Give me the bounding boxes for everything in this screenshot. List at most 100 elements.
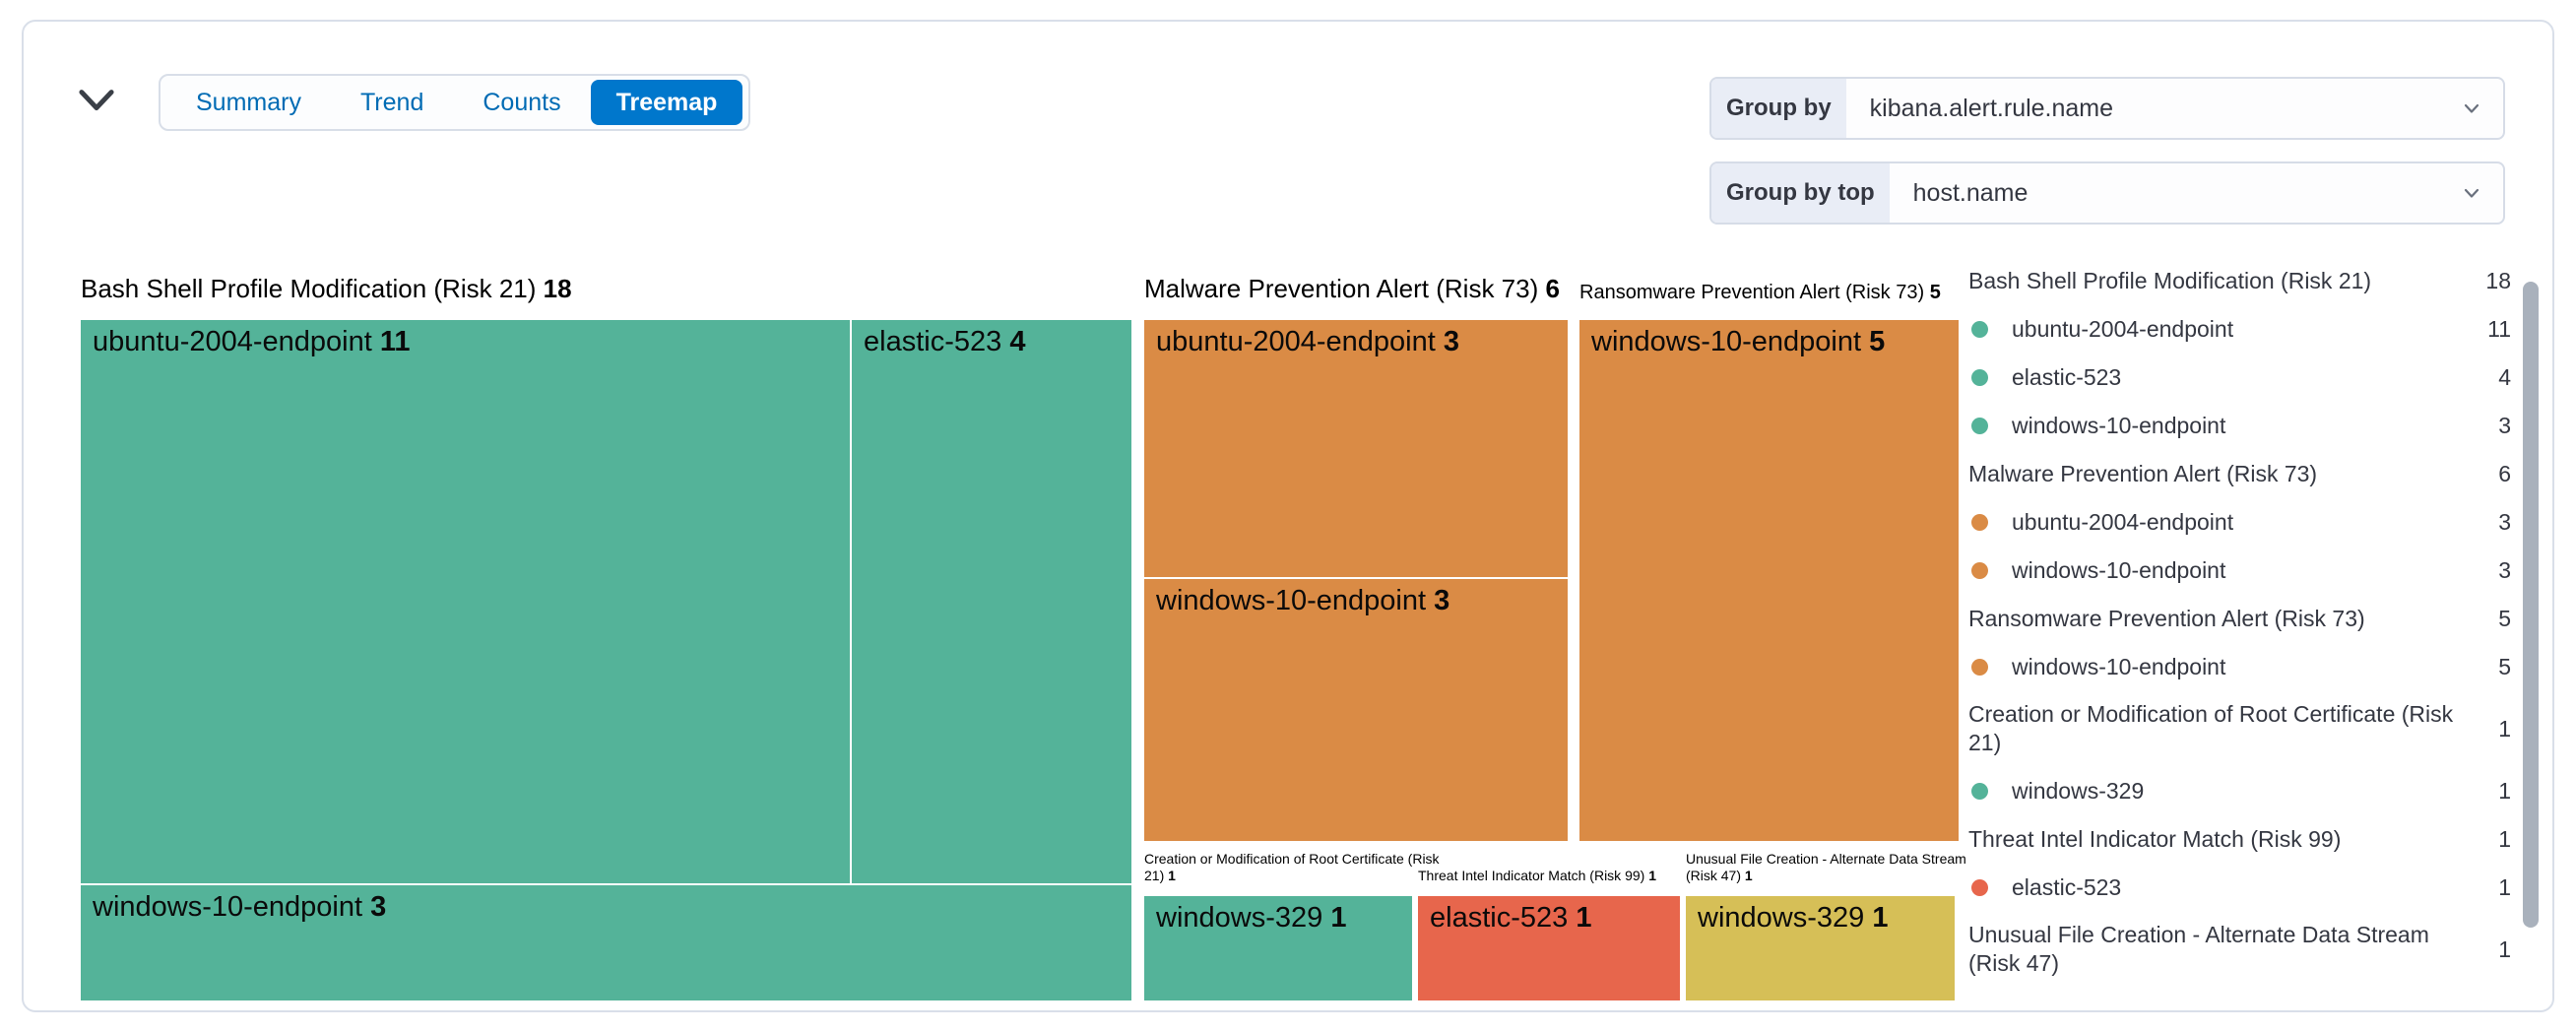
legend-item-row[interactable]: elastic-523 4 xyxy=(1968,362,2511,392)
group-header-label: Creation or Modification of Root Certifi… xyxy=(1144,851,1440,883)
group-header-count: 1 xyxy=(1648,868,1656,883)
group-header-label: Unusual File Creation - Alternate Data S… xyxy=(1686,851,1966,883)
legend-color-dot xyxy=(1971,368,1988,386)
cell-count: 1 xyxy=(1330,902,1347,934)
group-header-count: 6 xyxy=(1545,274,1560,303)
tab-treemap[interactable]: Treemap xyxy=(590,80,743,125)
collapse-section-button[interactable] xyxy=(69,81,124,124)
treemap-cell[interactable]: elastic-523 4 xyxy=(852,320,1131,883)
cell-count: 3 xyxy=(1434,585,1450,616)
group-by-label: Group by xyxy=(1711,79,1846,138)
treemap-cell[interactable]: ubuntu-2004-endpoint 3 xyxy=(1144,320,1568,577)
group-by-value: kibana.alert.rule.name xyxy=(1869,94,2114,122)
legend-item-row[interactable]: windows-10-endpoint 5 xyxy=(1968,652,2511,681)
treemap-cell[interactable]: windows-10-endpoint 3 xyxy=(1144,579,1568,841)
legend-count: 1 xyxy=(2498,715,2511,742)
group-header-count: 1 xyxy=(1168,868,1176,883)
treemap-group-header: Malware Prevention Alert (Risk 73) 6 xyxy=(1144,274,1560,304)
legend-item-row[interactable]: windows-329 1 xyxy=(1968,776,2511,806)
legend-label: windows-10-endpoint xyxy=(2012,556,2226,583)
legend-label: Bash Shell Profile Modification (Risk 21… xyxy=(1968,267,2372,293)
group-header-count: 5 xyxy=(1929,282,1941,303)
treemap-group-header: Bash Shell Profile Modification (Risk 21… xyxy=(81,274,572,304)
legend-scrollbar-thumb[interactable] xyxy=(2523,282,2539,928)
alerts-panel: Summary Trend Counts Treemap Group by ki… xyxy=(22,20,2554,1012)
tab-summary[interactable]: Summary xyxy=(196,88,301,116)
group-by-top-value: host.name xyxy=(1912,178,2029,207)
legend-label: ubuntu-2004-endpoint xyxy=(2012,508,2234,535)
treemap-cell[interactable]: windows-329 1 xyxy=(1686,896,1955,1000)
cell-label: ubuntu-2004-endpoint xyxy=(1156,326,1436,357)
legend-color-dot xyxy=(1971,417,1988,434)
group-header-label: Ransomware Prevention Alert (Risk 73) xyxy=(1579,282,1925,303)
cell-label: windows-10-endpoint xyxy=(1156,585,1427,616)
legend-item-row[interactable]: windows-10-endpoint 3 xyxy=(1968,555,2511,585)
legend-label: ubuntu-2004-endpoint xyxy=(2012,315,2234,342)
legend-group-row[interactable]: Ransomware Prevention Alert (Risk 73) 5 xyxy=(1968,604,2511,633)
treemap-cell[interactable]: windows-329 1 xyxy=(1144,896,1412,1000)
group-header-label: Threat Intel Indicator Match (Risk 99) xyxy=(1418,868,1645,883)
cell-label: windows-10-endpoint xyxy=(93,891,363,923)
cell-label: windows-10-endpoint xyxy=(1591,326,1862,357)
legend-label: Creation or Modification of Root Certifi… xyxy=(1968,701,2454,755)
legend-color-dot xyxy=(1971,320,1988,338)
legend-group-row[interactable]: Creation or Modification of Root Certifi… xyxy=(1968,700,2511,757)
legend-item-row[interactable]: ubuntu-2004-endpoint 11 xyxy=(1968,314,2511,344)
legend-label: Ransomware Prevention Alert (Risk 73) xyxy=(1968,605,2365,631)
group-by-top-select[interactable]: Group by top host.name xyxy=(1709,161,2505,225)
legend-count: 3 xyxy=(2498,412,2511,438)
legend-count: 1 xyxy=(2498,873,2511,900)
treemap-cell[interactable]: windows-10-endpoint 3 xyxy=(81,885,1131,1000)
cell-count: 11 xyxy=(379,326,411,357)
legend-label: elastic-523 xyxy=(2012,873,2122,900)
cell-count: 4 xyxy=(1009,326,1026,357)
legend-count: 5 xyxy=(2498,605,2511,631)
treemap-cell[interactable]: windows-10-endpoint 5 xyxy=(1579,320,1959,841)
legend-item-row[interactable]: elastic-523 1 xyxy=(1968,872,2511,902)
legend-label: windows-329 xyxy=(2012,777,2145,804)
treemap-legend: Bash Shell Profile Modification (Risk 21… xyxy=(1968,266,2511,997)
legend-label: windows-10-endpoint xyxy=(2012,412,2226,438)
legend-color-dot xyxy=(1971,878,1988,896)
group-header-count: 18 xyxy=(543,274,572,303)
treemap-cell[interactable]: ubuntu-2004-endpoint 11 xyxy=(81,320,850,883)
legend-color-dot xyxy=(1971,658,1988,676)
group-by-select[interactable]: Group by kibana.alert.rule.name xyxy=(1709,77,2505,140)
treemap-group-header: Ransomware Prevention Alert (Risk 73) 5 xyxy=(1579,282,1941,304)
legend-item-row[interactable]: ubuntu-2004-endpoint 3 xyxy=(1968,507,2511,537)
group-by-top-label: Group by top xyxy=(1711,163,1890,223)
legend-color-dot xyxy=(1971,782,1988,800)
treemap-group-header: Creation or Modification of Root Certifi… xyxy=(1144,851,1440,884)
tab-trend[interactable]: Trend xyxy=(359,88,424,116)
legend-count: 5 xyxy=(2498,653,2511,679)
legend-count: 18 xyxy=(2485,267,2511,293)
legend-count: 3 xyxy=(2498,508,2511,535)
tab-counts[interactable]: Counts xyxy=(483,88,561,116)
legend-count: 11 xyxy=(2487,315,2511,342)
legend-label: windows-10-endpoint xyxy=(2012,653,2226,679)
cell-count: 3 xyxy=(370,891,387,923)
cell-label: ubuntu-2004-endpoint xyxy=(93,326,372,357)
legend-group-row[interactable]: Malware Prevention Alert (Risk 73) 6 xyxy=(1968,459,2511,488)
legend-count: 1 xyxy=(2498,935,2511,962)
cell-count: 3 xyxy=(1443,326,1460,357)
legend-color-dot xyxy=(1971,561,1988,579)
group-header-label: Bash Shell Profile Modification (Risk 21… xyxy=(81,274,537,303)
view-button-group: Summary Trend Counts Treemap xyxy=(159,74,751,131)
treemap-group-header: Unusual File Creation - Alternate Data S… xyxy=(1686,851,1981,884)
legend-label: Threat Intel Indicator Match (Risk 99) xyxy=(1968,825,2342,852)
legend-count: 6 xyxy=(2498,460,2511,486)
treemap-cell[interactable]: elastic-523 1 xyxy=(1418,896,1680,1000)
legend-count: 4 xyxy=(2498,363,2511,390)
legend-color-dot xyxy=(1971,513,1988,531)
group-header-count: 1 xyxy=(1744,868,1753,883)
cell-label: windows-329 xyxy=(1156,902,1323,934)
legend-group-row[interactable]: Bash Shell Profile Modification (Risk 21… xyxy=(1968,266,2511,295)
legend-item-row[interactable]: windows-10-endpoint 3 xyxy=(1968,411,2511,440)
legend-group-row[interactable]: Unusual File Creation - Alternate Data S… xyxy=(1968,921,2511,978)
legend-count: 1 xyxy=(2498,777,2511,804)
cell-label: elastic-523 xyxy=(864,326,1002,357)
chevron-down-icon xyxy=(74,85,119,121)
legend-group-row[interactable]: Threat Intel Indicator Match (Risk 99) 1 xyxy=(1968,824,2511,854)
legend-count: 3 xyxy=(2498,556,2511,583)
